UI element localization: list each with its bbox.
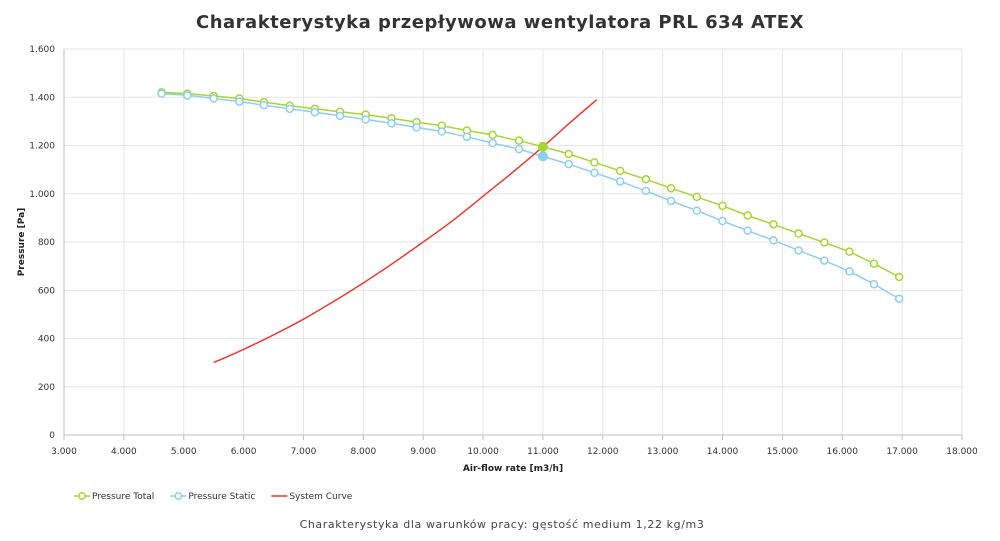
data-point[interactable] — [462, 132, 472, 142]
x-axis-label: Air-flow rate [m3/h] — [463, 464, 563, 474]
x-tick-label: 7.000 — [291, 447, 317, 457]
series-layer — [157, 88, 904, 364]
data-point[interactable] — [590, 168, 599, 178]
data-point[interactable] — [387, 119, 396, 128]
data-point[interactable] — [869, 259, 879, 268]
data-point[interactable] — [335, 111, 345, 121]
data-point[interactable] — [235, 97, 244, 106]
y-tick-label: 1.400 — [29, 93, 55, 103]
data-point[interactable] — [894, 294, 904, 303]
y-axis-ticks: 0 200 400 600 800 1.000 1.200 1.400 1.600 — [29, 45, 55, 441]
legend-item[interactable]: Pressure Static — [170, 492, 255, 502]
x-tick-label: 12.000 — [587, 447, 619, 457]
x-tick-label: 14.000 — [707, 447, 739, 457]
series-system-curve — [213, 99, 598, 364]
chart-subtitle: Charakterystyka dla warunków pracy: gęst… — [300, 518, 705, 531]
data-point[interactable] — [743, 226, 752, 235]
x-tick-label: 3.000 — [51, 447, 77, 457]
data-point[interactable] — [894, 272, 904, 282]
series-pressure-static — [157, 89, 904, 303]
legend-item[interactable]: System Curve — [271, 492, 353, 502]
legend-label: Pressure Static — [188, 492, 255, 502]
legend-marker — [174, 492, 183, 500]
data-point[interactable] — [183, 91, 192, 100]
data-point[interactable] — [514, 144, 524, 154]
data-point[interactable] — [641, 175, 651, 184]
data-point[interactable] — [820, 238, 829, 247]
data-point[interactable] — [794, 246, 803, 255]
x-tick-label: 15.000 — [767, 447, 799, 457]
y-tick-label: 1.200 — [29, 142, 55, 152]
legend-label: Pressure Total — [92, 492, 154, 502]
data-point[interactable] — [820, 256, 829, 265]
data-point[interactable] — [769, 220, 778, 229]
x-tick-label: 16.000 — [827, 447, 859, 457]
data-point[interactable] — [488, 130, 497, 140]
x-tick-label: 10.000 — [467, 447, 499, 457]
data-point[interactable] — [615, 166, 625, 176]
data-point[interactable] — [615, 177, 625, 186]
data-point[interactable] — [590, 158, 599, 167]
data-point[interactable] — [743, 211, 752, 220]
data-point[interactable] — [845, 247, 854, 256]
legend-item[interactable]: Pressure Total — [74, 492, 154, 502]
data-point[interactable] — [718, 216, 727, 226]
data-point[interactable] — [845, 267, 854, 276]
x-tick-label: 17.000 — [886, 447, 918, 457]
data-point[interactable] — [209, 94, 218, 103]
x-tick-label: 13.000 — [647, 447, 679, 457]
data-point[interactable] — [641, 186, 651, 196]
data-point[interactable] — [514, 136, 524, 145]
data-point[interactable] — [564, 159, 573, 169]
y-tick-label: 600 — [38, 286, 55, 296]
data-point[interactable] — [666, 196, 676, 206]
y-tick-label: 200 — [38, 383, 55, 393]
y-tick-label: 1.000 — [29, 190, 55, 200]
series-line — [161, 92, 900, 300]
x-tick-label: 5.000 — [171, 447, 197, 457]
x-tick-label: 4.000 — [111, 447, 137, 457]
data-point[interactable] — [769, 236, 778, 245]
data-point[interactable] — [259, 100, 269, 110]
data-point[interactable] — [869, 279, 879, 289]
data-point[interactable] — [692, 206, 702, 215]
data-point[interactable] — [718, 201, 727, 211]
operating-point-static[interactable] — [537, 151, 548, 162]
legend[interactable]: Pressure Total Pressure Static System Curv… — [74, 492, 353, 502]
operating-point-total[interactable] — [537, 141, 548, 152]
data-point[interactable] — [488, 138, 497, 148]
data-point[interactable] — [564, 149, 573, 159]
series-pressure-total — [157, 88, 904, 282]
data-point[interactable] — [692, 192, 702, 202]
axes — [63, 49, 962, 436]
data-point[interactable] — [437, 127, 447, 136]
y-tick-label: 1.600 — [29, 45, 55, 55]
data-point[interactable] — [361, 115, 370, 124]
data-point[interactable] — [310, 107, 320, 117]
data-point[interactable] — [666, 183, 676, 193]
legend-marker — [78, 492, 86, 500]
series-line — [213, 99, 598, 364]
y-tick-label: 0 — [49, 431, 55, 441]
x-tick-label: 6.000 — [231, 447, 257, 457]
series-line — [161, 91, 900, 278]
data-point[interactable] — [157, 89, 166, 98]
legend-label: System Curve — [289, 492, 352, 502]
x-tick-label: 8.000 — [350, 447, 376, 457]
y-tick-label: 800 — [38, 238, 55, 248]
x-tick-label: 9.000 — [410, 447, 436, 457]
data-point[interactable] — [794, 229, 803, 238]
x-tick-label: 11.000 — [527, 447, 559, 457]
chart-title: Charakterystyka przepływowa wentylatora … — [196, 12, 804, 33]
y-tick-label: 400 — [38, 335, 55, 345]
x-axis-ticks: 3.000 4.000 5.000 6.000 7.000 8.000 9.000 10.00… — [51, 435, 978, 457]
data-point[interactable] — [285, 104, 294, 114]
data-point[interactable] — [412, 123, 421, 132]
x-tick-label: 18.000 — [946, 447, 978, 457]
y-axis-label: Pressure [Pa] — [17, 208, 27, 277]
